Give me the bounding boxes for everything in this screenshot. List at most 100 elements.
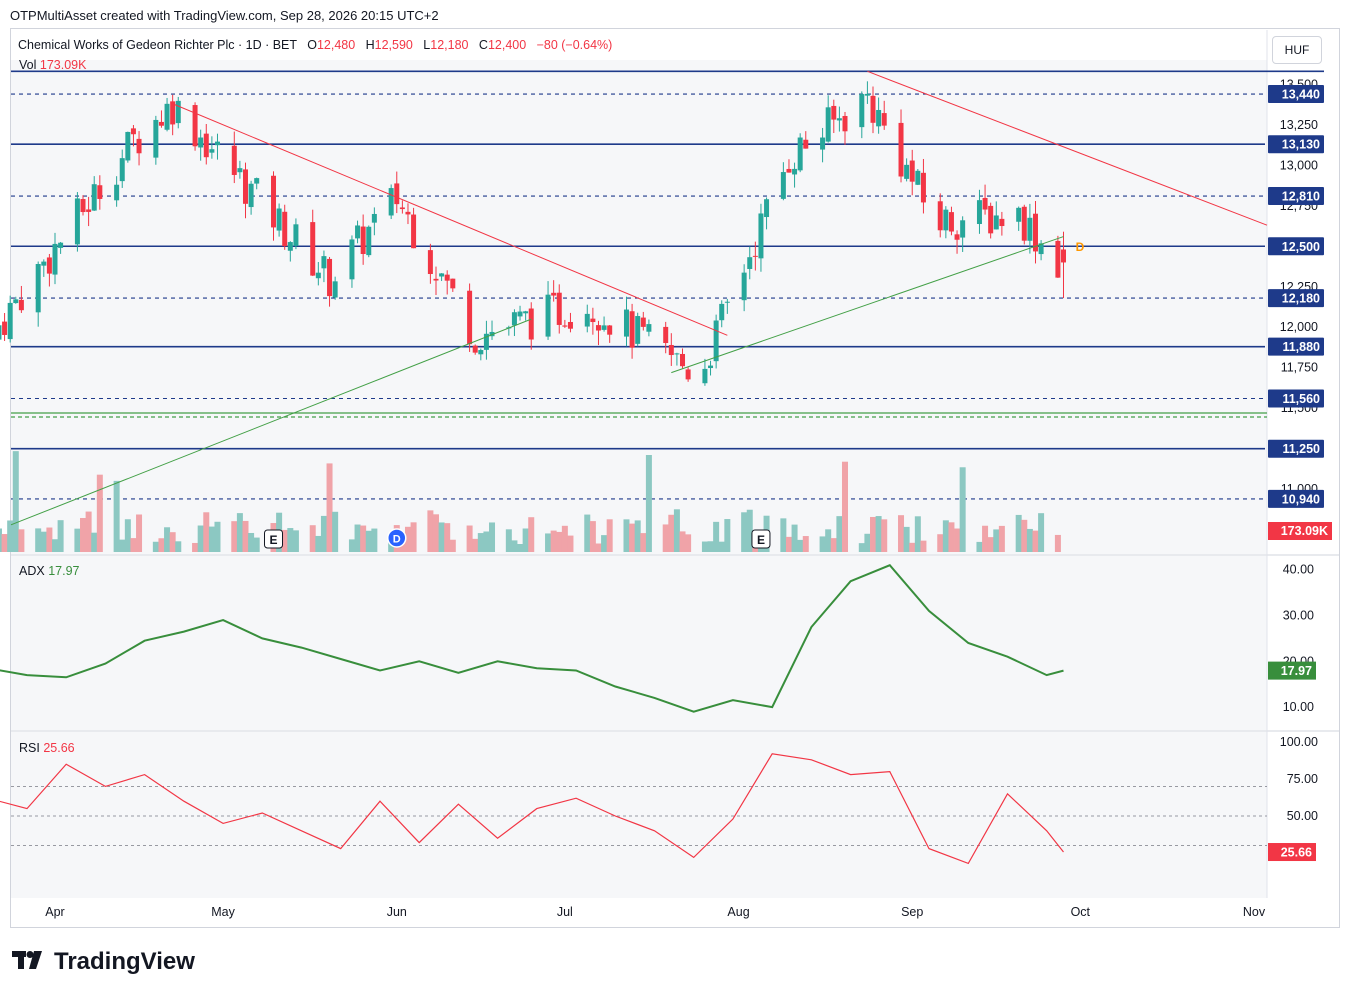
candle-body (209, 149, 215, 153)
volume-bar (360, 525, 367, 552)
candle-body (136, 138, 142, 154)
volume-bar (438, 522, 445, 552)
candle-body (724, 301, 730, 303)
candle-body (870, 95, 876, 123)
candle-body (680, 353, 686, 367)
price-level-label: 13,130 (1282, 138, 1320, 152)
volume-bar (976, 541, 983, 552)
volume-bar (236, 513, 243, 552)
volume-bar (785, 536, 792, 552)
volume-bar (248, 532, 255, 552)
volume-bar (668, 514, 675, 552)
candle-body (242, 169, 248, 204)
candle-body (595, 325, 601, 331)
volume-bar (903, 526, 910, 552)
volume-bar (797, 539, 804, 552)
candle-body (1038, 243, 1044, 255)
earnings-marker (751, 529, 771, 549)
candle-body (842, 115, 848, 132)
volume-bar (875, 516, 882, 552)
candle-body (310, 222, 316, 276)
volume-bar (640, 533, 647, 552)
candle-body (433, 278, 439, 281)
volume-bar (959, 467, 966, 552)
volume-bar (96, 474, 103, 552)
candle-body (976, 200, 982, 225)
downtrend-line (172, 103, 728, 336)
adx-tick-label: 40.00 (1283, 563, 1314, 577)
candle-body (214, 141, 220, 146)
volume-bar (287, 528, 294, 552)
open-value: 12,480 (316, 38, 356, 52)
volume-bar (489, 522, 496, 552)
candle-body (58, 242, 64, 248)
volume-bar (685, 534, 692, 552)
candle-body (713, 320, 719, 362)
currency-button[interactable]: HUF (1272, 36, 1322, 64)
candle-body (948, 212, 954, 232)
volume-bar (982, 525, 989, 552)
volume-bar (858, 543, 865, 552)
candle-body (663, 326, 669, 344)
volume-tag (1268, 522, 1332, 540)
candle-body (332, 281, 338, 298)
volume-bar (629, 523, 636, 552)
candle-body (876, 109, 882, 127)
candle-body (18, 299, 24, 311)
volume-bar (584, 514, 591, 552)
volume-bar (119, 539, 126, 552)
candle-body (130, 128, 136, 135)
tradingview-logo-icon (12, 951, 48, 973)
candle-body (859, 94, 865, 128)
dividend-marker (387, 528, 407, 548)
candle-body (584, 313, 590, 327)
time-axis-label: Aug (727, 905, 749, 919)
volume-bar (701, 541, 708, 552)
candle-body (164, 103, 170, 130)
candle-body (567, 321, 573, 329)
volume-bar (746, 509, 753, 552)
volume-bar (371, 528, 378, 552)
volume-bar (158, 538, 165, 552)
candle-body (1021, 206, 1027, 241)
price-legend: Chemical Works of Gedeon Richter Plc · 1… (18, 38, 612, 52)
volume-bar (326, 463, 333, 552)
candle-body (685, 369, 691, 380)
symbol-title[interactable]: Chemical Works of Gedeon Richter Plc · 1… (18, 38, 297, 52)
volume-bar (281, 529, 288, 552)
volume-tag-label: 173.09K (1281, 524, 1328, 538)
candle-body (321, 256, 327, 269)
price-level-tag (1268, 237, 1324, 256)
open-label: O (307, 38, 317, 52)
volume-bar (1015, 514, 1022, 552)
adx-label: ADX (19, 564, 45, 578)
volume-bar (1054, 534, 1061, 552)
adx-tick-label: 10.00 (1283, 700, 1314, 714)
volume-bar (864, 533, 871, 552)
candle-body (282, 211, 288, 247)
candle-body (467, 290, 473, 345)
volume-bar (567, 535, 574, 552)
earnings-marker-label: E (757, 533, 765, 547)
candle-body (405, 211, 411, 215)
candle-body (52, 243, 58, 275)
volume-bar (80, 517, 87, 552)
volume-bar (830, 538, 837, 552)
volume-bar (169, 532, 176, 552)
volume-bar (46, 527, 53, 552)
volume-bar (292, 530, 299, 552)
candle-body (35, 264, 41, 313)
volume-bar (713, 521, 720, 552)
volume-bar (354, 524, 361, 552)
candle-body (545, 294, 551, 337)
time-axis-label: Sep (901, 905, 923, 919)
volume-bar (466, 525, 473, 552)
rsi-tick-label: 100.00 (1280, 735, 1318, 749)
candle-body (864, 93, 870, 96)
pane-background-1 (11, 60, 1267, 554)
adx-line (0, 564, 1064, 713)
price-level-tag (1268, 489, 1324, 508)
candle-body (601, 325, 607, 330)
price-level-label: 11,250 (1282, 442, 1320, 456)
volume-bar (1026, 528, 1033, 552)
